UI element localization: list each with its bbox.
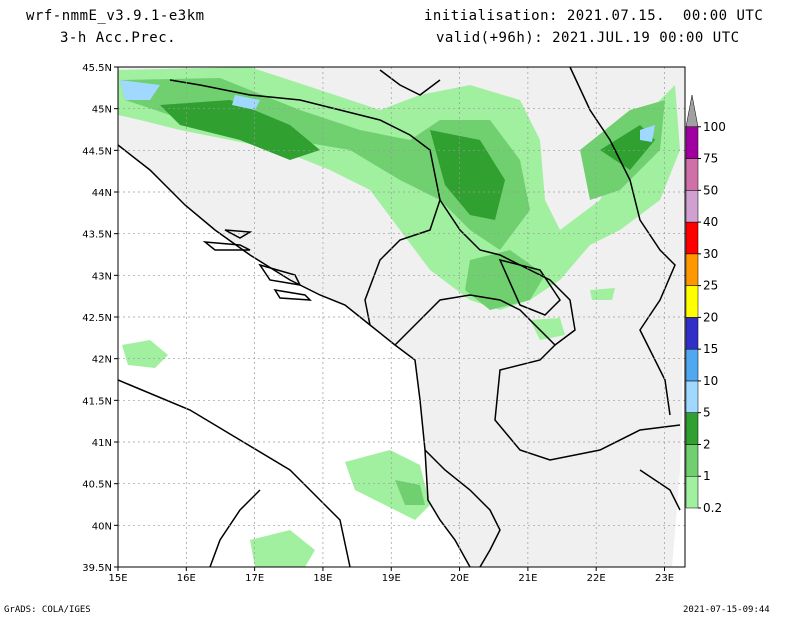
lon-label: 23E: [655, 573, 674, 584]
colorbar-label: 50: [703, 183, 718, 197]
footer-timestamp: 2021-07-15-09:44: [683, 605, 770, 615]
colorbar-label: 1: [703, 469, 711, 483]
valid-time: valid(+96h): 2021.JUL.19 00:00 UTC: [436, 30, 740, 46]
colorbar-segment: [685, 126, 699, 159]
colorbar-label: 75: [703, 152, 718, 166]
lon-label: 15E: [108, 573, 127, 584]
latitude-axis: 45.5N 45N 44.5N 44N 43.5N 43N 42.5N 42N 41.5N 41N…: [82, 63, 118, 574]
lat-label: 43N: [92, 271, 112, 282]
model-title: wrf-nmmE_v3.9.1-e3km: [26, 8, 205, 24]
lat-label: 44.5N: [82, 146, 112, 157]
lat-label: 40N: [92, 521, 112, 532]
colorbar-arrow: [685, 94, 699, 128]
lat-label: 41N: [92, 438, 112, 449]
colorbar-segment: [685, 444, 699, 477]
lat-label: 44N: [92, 188, 112, 199]
borders-and-coastlines: [117, 66, 681, 568]
colorbar-segment: [685, 190, 699, 223]
map-edge-strip: [672, 67, 685, 567]
colorbar-label: 15: [703, 342, 718, 356]
map-grid: [118, 67, 685, 567]
colorbar-label: 40: [703, 215, 718, 229]
lat-label: 43.5N: [82, 230, 112, 241]
colorbar-segment: [685, 412, 699, 445]
colorbar-label: 5: [703, 406, 711, 420]
colorbar-segment: [685, 317, 699, 350]
lon-label: 22E: [587, 573, 606, 584]
colorbar-segment: [685, 158, 699, 191]
lat-label: 39.5N: [82, 563, 112, 574]
field-title: 3-h Acc.Prec.: [60, 30, 177, 46]
colorbar-label: 10: [703, 374, 718, 388]
colorbar-segment: [685, 380, 699, 413]
colorbar-segment: [685, 348, 699, 382]
lat-label: 42N: [92, 355, 112, 366]
colorbar-label: 100: [703, 120, 726, 134]
footer-credit: GrADS: COLA/IGES: [4, 605, 91, 615]
lon-label: 16E: [177, 573, 196, 584]
colorbar-label: 2: [703, 437, 711, 451]
colorbar-label: 0.2: [703, 501, 722, 515]
lon-label: 21E: [518, 573, 537, 584]
colorbar-label: 25: [703, 279, 718, 293]
colorbar-segment: [685, 221, 699, 255]
lat-label: 42.5N: [82, 313, 112, 324]
initialisation-time: initialisation: 2021.07.15. 00:00 UTC: [424, 8, 764, 24]
lat-label: 41.5N: [82, 396, 112, 407]
lat-label: 40.5N: [82, 480, 112, 491]
colorbar-segment: [685, 253, 699, 286]
precip-patches: [118, 67, 680, 567]
colorbar-segment: [685, 475, 699, 509]
longitude-axis: 15E 16E 17E 18E 19E 20E 21E 22E 23E: [108, 567, 674, 584]
lon-label: 18E: [313, 573, 332, 584]
lat-label: 45.5N: [82, 63, 112, 74]
colorbar-label: 30: [703, 247, 718, 261]
lat-label: 45N: [92, 105, 112, 116]
colorbar-label: 20: [703, 310, 718, 324]
colorbar-segment: [685, 285, 699, 318]
lon-label: 20E: [450, 573, 469, 584]
lon-label: 19E: [382, 573, 401, 584]
lon-label: 17E: [245, 573, 264, 584]
